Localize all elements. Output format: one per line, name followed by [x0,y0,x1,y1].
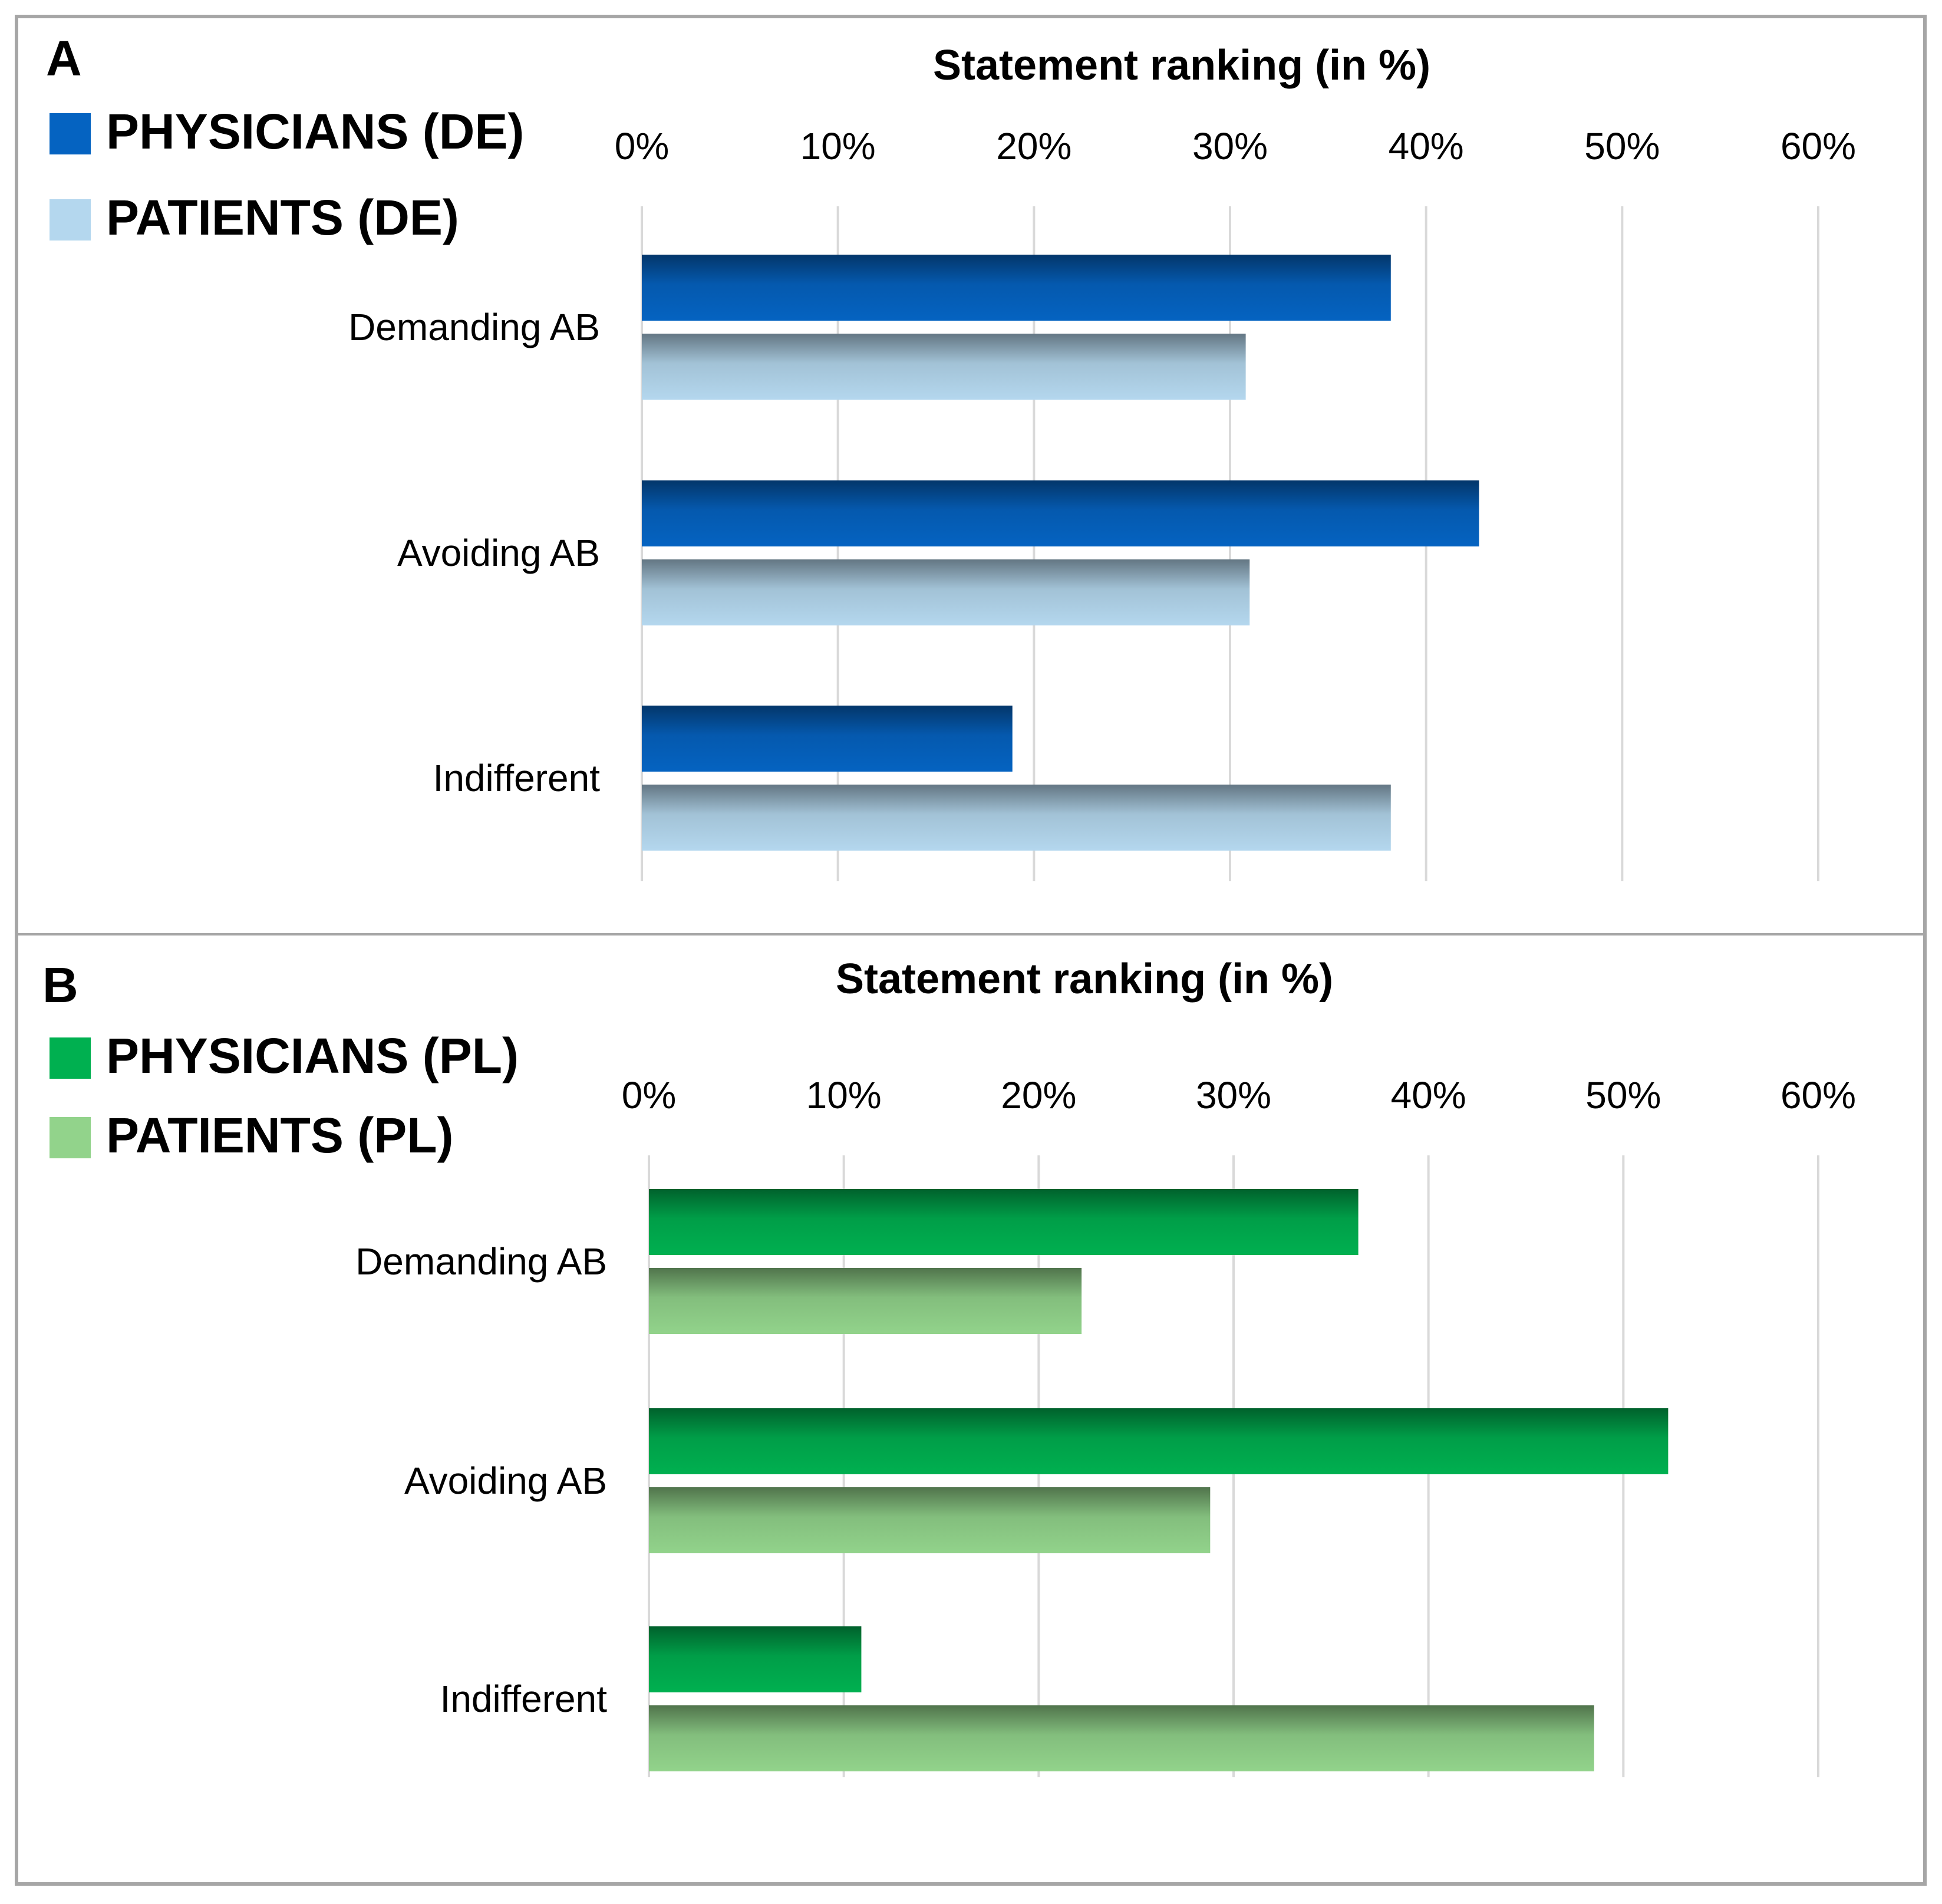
category-label-demanding-ab: Demanding AB [348,306,600,348]
legend-label-patients-pl: PATIENTS (PL) [106,1108,454,1163]
panel-a: A Statement ranking (in %) PHYSICIANS (D… [46,31,1856,881]
panel-a-plot: 0% 10% 20% 30% 40% 50% 60% Demanding AB Avoiding… [348,125,1856,881]
legend-swatch-physicians-pl [50,1037,91,1079]
bar-patients-pl-demanding-ab [649,1268,1082,1334]
legend-swatch-patients-de [50,199,91,241]
tick-label-10: 10% [806,1074,882,1116]
tick-label-40: 40% [1391,1074,1466,1116]
bar-physicians-de-indifferent [642,706,1013,772]
bar-patients-de-avoiding-ab [642,559,1250,625]
tick-label-50: 50% [1584,125,1660,167]
tick-label-30: 30% [1196,1074,1271,1116]
panel-b-legend: PHYSICIANS (PL) PATIENTS (PL) [50,1028,519,1163]
bar-patients-pl-indifferent [649,1705,1594,1771]
tick-label-50: 50% [1585,1074,1661,1116]
panel-b-label: B [42,957,78,1013]
bar-physicians-pl-avoiding-ab [649,1408,1669,1474]
tick-label-60: 60% [1781,1074,1856,1116]
panel-a-legend: PHYSICIANS (DE) PATIENTS (DE) [50,104,524,245]
bar-physicians-de-avoiding-ab [642,480,1479,546]
category-label-avoiding-ab: Avoiding AB [404,1460,607,1502]
bar-patients-de-indifferent [642,785,1391,851]
legend-swatch-physicians-de [50,113,91,154]
tick-label-0: 0% [622,1074,677,1116]
panel-a-label: A [46,31,82,86]
bar-physicians-pl-indifferent [649,1626,862,1692]
panel-b-axis-title: Statement ranking (in %) [836,956,1333,1003]
panel-a-axis-title: Statement ranking (in %) [933,42,1430,89]
category-label-avoiding-ab: Avoiding AB [397,532,600,574]
tick-label-30: 30% [1192,125,1268,167]
category-label-indifferent: Indifferent [440,1678,608,1720]
legend-label-patients-de: PATIENTS (DE) [106,190,459,245]
bar-patients-pl-avoiding-ab [649,1487,1211,1553]
legend-label-physicians-pl: PHYSICIANS (PL) [106,1028,519,1083]
legend-swatch-patients-pl [50,1117,91,1158]
tick-label-20: 20% [996,125,1071,167]
panel-b: B Statement ranking (in %) PHYSICIANS (P… [42,956,1856,1777]
bar-physicians-pl-demanding-ab [649,1189,1359,1255]
bar-patients-de-demanding-ab [642,334,1246,400]
outer-frame [15,15,1927,1886]
legend-label-physicians-de: PHYSICIANS (DE) [106,104,524,159]
bar-physicians-de-demanding-ab [642,255,1391,321]
panel-b-plot: 0% 10% 20% 30% 40% 50% 60% Demanding AB Avoiding… [355,1074,1856,1777]
tick-label-40: 40% [1389,125,1464,167]
tick-label-0: 0% [615,125,670,167]
tick-label-20: 20% [1001,1074,1076,1116]
category-label-indifferent: Indifferent [433,757,601,799]
tick-label-10: 10% [800,125,876,167]
tick-label-60: 60% [1781,125,1856,167]
category-label-demanding-ab: Demanding AB [355,1240,607,1283]
